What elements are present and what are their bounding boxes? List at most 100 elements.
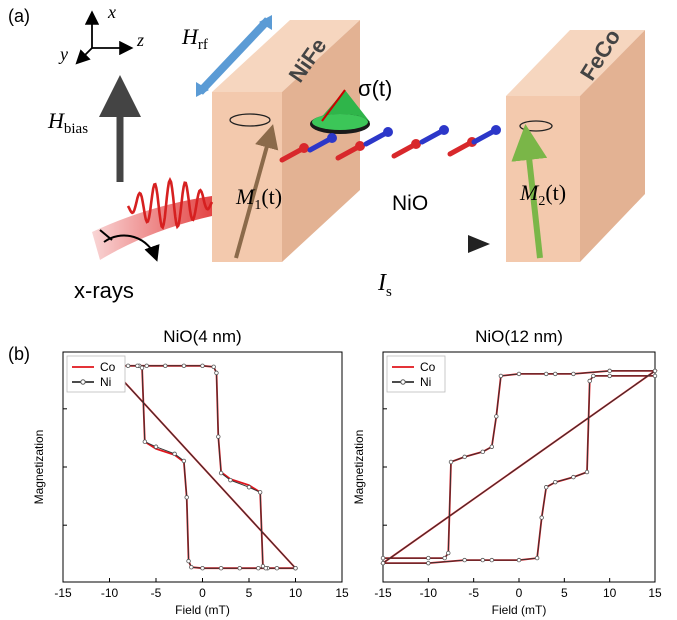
data-point xyxy=(446,550,451,556)
m2-arrow xyxy=(511,124,548,259)
sigma-label: σ(t) xyxy=(358,76,392,101)
panel-b: (b) NiO(4 nm) -15 -10 -5 0 5 10 15 Field (mT) Mag… xyxy=(8,327,662,617)
x-tick-label: -15 xyxy=(374,586,392,600)
data-point xyxy=(480,449,485,455)
data-point xyxy=(489,557,494,563)
data-point xyxy=(516,371,522,377)
xray-beam xyxy=(92,177,214,262)
data-point xyxy=(237,566,242,571)
data-point xyxy=(516,557,522,563)
legend-label: Co xyxy=(420,360,436,374)
sigma-cone xyxy=(310,89,370,134)
data-point xyxy=(200,566,205,571)
legend-label: Co xyxy=(100,360,116,374)
data-point xyxy=(181,458,187,464)
chart-title: NiO(4 nm) xyxy=(163,327,241,346)
x-tick-label: 10 xyxy=(289,586,303,600)
m1-precession-ring xyxy=(229,113,271,127)
data-point xyxy=(489,444,494,449)
data-point xyxy=(534,555,540,561)
data-point xyxy=(591,373,596,379)
data-point xyxy=(380,560,386,566)
x-axis-label: x xyxy=(107,2,116,22)
data-point xyxy=(494,414,499,419)
data-point xyxy=(274,566,280,571)
data-point xyxy=(448,459,454,465)
x-tick-label: -10 xyxy=(101,586,119,600)
data-point xyxy=(200,363,205,368)
chart-title: NiO(12 nm) xyxy=(475,327,563,346)
data-point xyxy=(139,365,145,371)
data-point xyxy=(544,371,549,377)
data-point xyxy=(163,363,168,368)
data-point xyxy=(218,470,224,476)
data-point xyxy=(135,363,140,368)
x-tick-label: 0 xyxy=(199,586,206,600)
data-point xyxy=(480,557,485,563)
xrays-label: x-rays xyxy=(74,278,134,303)
panel-a: (a) x z y Hbias Hrf NiFe xyxy=(8,2,645,303)
data-point xyxy=(144,363,149,368)
m2-label: M2(t) xyxy=(519,180,566,209)
x-tick-label: -5 xyxy=(468,586,479,600)
x-tick-label: 15 xyxy=(648,586,662,600)
nio-label: NiO xyxy=(392,192,428,215)
y-axis-label: y xyxy=(58,44,68,64)
data-point xyxy=(263,566,268,571)
data-point xyxy=(587,378,592,384)
legend-label: Ni xyxy=(100,375,111,389)
h-rf-label: Hrf xyxy=(181,24,208,53)
data-point xyxy=(553,479,558,485)
nio-spin-chain xyxy=(279,125,501,163)
data-point xyxy=(228,477,233,483)
h-rf-arrow xyxy=(197,17,271,95)
x-axis-label: Field (mT) xyxy=(175,603,230,617)
panel-b-label: (b) xyxy=(8,344,30,364)
data-point xyxy=(553,371,558,377)
z-axis-label: z xyxy=(136,30,144,50)
coordinate-axes: x z y xyxy=(58,2,144,65)
data-point xyxy=(498,373,504,379)
legend-label: Ni xyxy=(420,375,431,389)
data-point xyxy=(125,363,131,368)
m1-arrow xyxy=(234,124,279,259)
data-point xyxy=(652,368,658,374)
data-point xyxy=(211,364,216,370)
data-point xyxy=(189,564,194,570)
data-point xyxy=(607,368,612,374)
data-point xyxy=(571,371,576,377)
nife-slab: NiFe xyxy=(212,20,360,262)
data-point xyxy=(442,555,447,561)
data-point xyxy=(216,434,221,439)
data-point xyxy=(218,566,224,571)
panel-a-label: (a) xyxy=(8,6,30,26)
x-axis-label: Field (mT) xyxy=(492,603,547,617)
data-point xyxy=(186,558,191,564)
x-tick-label: -10 xyxy=(420,586,438,600)
data-point xyxy=(172,451,177,457)
x-tick-label: -5 xyxy=(151,586,162,600)
feco-slab: FeCo xyxy=(506,25,645,262)
data-point xyxy=(181,363,187,368)
x-tick-label: 5 xyxy=(246,586,253,600)
data-point xyxy=(652,373,658,379)
data-point xyxy=(380,555,386,561)
data-point xyxy=(293,566,298,571)
m1-label: M1(t) xyxy=(235,184,282,213)
data-point xyxy=(256,566,261,571)
is-label: Is xyxy=(377,270,392,300)
data-point xyxy=(153,444,159,449)
x-tick-label: 15 xyxy=(335,586,349,600)
data-point xyxy=(462,557,467,563)
y-axis-label: Magnetization xyxy=(352,430,366,505)
data-point xyxy=(539,515,544,520)
series-line-ni xyxy=(381,370,657,564)
hysteresis-chart-12nm: NiO(12 nm) -15 -10 -5 0 5 10 15 Field (mT) Magnet… xyxy=(352,327,662,617)
data-point xyxy=(544,485,549,490)
data-point xyxy=(571,474,576,480)
data-point xyxy=(607,373,612,379)
data-point xyxy=(584,469,590,475)
hysteresis-chart-4nm: NiO(4 nm) -15 -10 -5 0 5 10 15 Field (mT) Magneti… xyxy=(32,327,349,617)
